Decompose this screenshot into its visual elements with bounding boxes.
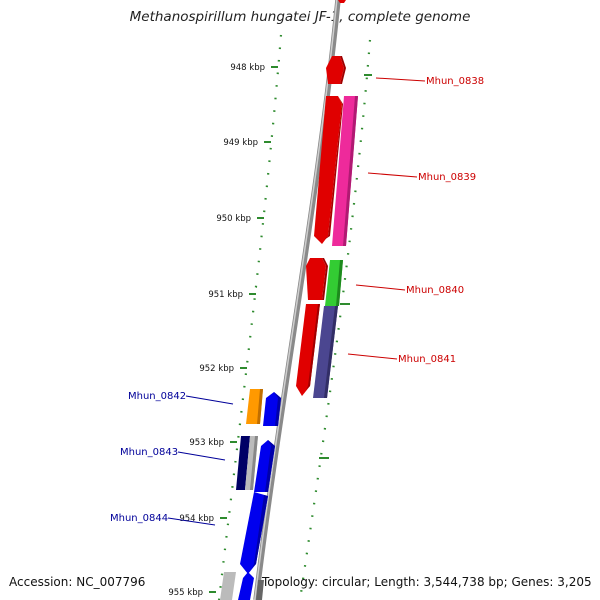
- kbp-ticks: 948 kbp 949 kbp 950 kbp 951 kbp 952 kbp …: [168, 63, 278, 598]
- tick-label: 951 kbp: [208, 290, 243, 300]
- tick-label: 949 kbp: [223, 138, 258, 148]
- accession-text: Accession: NC_007796: [9, 575, 146, 589]
- gene-mhun-0839-bar: [332, 96, 358, 246]
- gene-arrow: [220, 572, 236, 600]
- gene-arrow-shade: [322, 258, 328, 300]
- gene-label-mhun-0840[interactable]: Mhun_0840: [406, 285, 464, 296]
- gene-label-mhun-0842[interactable]: Mhun_0842: [128, 391, 186, 402]
- tick-label: 955 kbp: [168, 588, 203, 598]
- gene-arrow-shade: [336, 260, 343, 306]
- gene-arrow: [238, 572, 254, 600]
- tick-label: 952 kbp: [199, 364, 234, 374]
- gene-arrow: [256, 580, 264, 600]
- gene-arrow: [306, 258, 326, 300]
- tick-label: 950 kbp: [216, 214, 251, 224]
- gene-arrow: [326, 56, 344, 84]
- gene-arrow-shade: [306, 304, 320, 390]
- gene-fragment-top: [338, 0, 346, 3]
- gene-label-mhun-0844[interactable]: Mhun_0844: [110, 513, 168, 524]
- gene-label-mhun-0838[interactable]: Mhun_0838: [426, 76, 484, 87]
- gene-label-mhun-0839[interactable]: Mhun_0839: [418, 172, 476, 183]
- tick-label: 953 kbp: [189, 438, 224, 448]
- gene-arrow-shade: [252, 495, 268, 568]
- gene-label-mhun-0841[interactable]: Mhun_0841: [398, 354, 456, 365]
- gene-arrow-shade: [265, 440, 275, 492]
- gene-label-mhun-0843[interactable]: Mhun_0843: [120, 447, 178, 458]
- tick-label: 954 kbp: [179, 514, 214, 524]
- tick-label: 948 kbp: [230, 63, 265, 73]
- gene-mhun-0841-bar: [313, 306, 338, 398]
- gene-arrow-shade: [250, 436, 258, 490]
- gene-arrow-shade: [274, 392, 281, 426]
- inner-dotted-guide: [217, 34, 283, 600]
- gene-mhun-0843-bar: [236, 436, 250, 490]
- gene-mhun-0844-bar: [240, 492, 268, 574]
- gene-arrow: [296, 304, 320, 396]
- gene-arrow-shade: [257, 389, 263, 424]
- gene-arrow-shade: [340, 56, 346, 84]
- gene-mhun-0838-bar: [314, 96, 342, 244]
- leader-lines: [167, 77, 426, 526]
- gene-arrow-shade: [343, 96, 358, 246]
- backbone-highlight: [254, 0, 338, 600]
- genome-summary-text: Topology: circular; Length: 3,544,738 bp…: [262, 575, 592, 589]
- outer-track-dashes: [319, 74, 372, 459]
- gene-arrow-shade: [324, 306, 338, 398]
- genome-title: Methanospirillum hungatei JF-1, complete…: [129, 9, 471, 25]
